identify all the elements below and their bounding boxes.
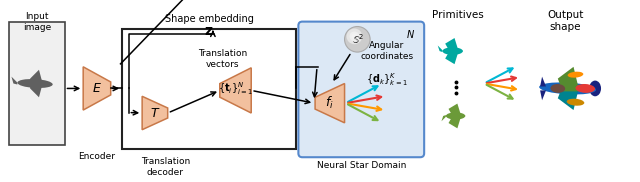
Text: Neural Star Domain: Neural Star Domain <box>317 161 406 170</box>
Polygon shape <box>438 46 442 52</box>
Text: $E$: $E$ <box>92 82 102 95</box>
Ellipse shape <box>550 84 565 93</box>
Circle shape <box>351 33 357 39</box>
Polygon shape <box>220 68 252 113</box>
Polygon shape <box>315 84 344 123</box>
Ellipse shape <box>575 84 595 93</box>
Polygon shape <box>449 117 461 128</box>
Text: $N$: $N$ <box>406 27 415 39</box>
Ellipse shape <box>566 99 584 106</box>
Polygon shape <box>445 38 458 50</box>
Text: $T$: $T$ <box>150 106 160 120</box>
Text: Primitives: Primitives <box>432 10 483 20</box>
Ellipse shape <box>442 47 463 55</box>
Text: Translation
vectors: Translation vectors <box>198 49 248 69</box>
Circle shape <box>346 29 362 44</box>
Text: Angular
coordinates: Angular coordinates <box>360 41 413 61</box>
Text: Shape embedding: Shape embedding <box>164 14 253 24</box>
Ellipse shape <box>539 82 596 94</box>
Polygon shape <box>445 52 458 64</box>
Text: Input
image: Input image <box>23 12 51 32</box>
Polygon shape <box>558 67 579 91</box>
Polygon shape <box>142 96 168 130</box>
Text: $\{\mathbf{d}_k\}_{k=1}^K$: $\{\mathbf{d}_k\}_{k=1}^K$ <box>366 71 408 88</box>
Bar <box>122 29 296 149</box>
Text: Translation
decoder: Translation decoder <box>141 157 190 177</box>
Polygon shape <box>12 77 17 84</box>
Polygon shape <box>83 67 111 110</box>
Ellipse shape <box>17 79 52 88</box>
Text: Output
shape: Output shape <box>547 10 584 32</box>
Ellipse shape <box>446 112 465 120</box>
Text: Encoder: Encoder <box>79 152 115 161</box>
Polygon shape <box>540 90 546 100</box>
Polygon shape <box>30 83 43 97</box>
FancyBboxPatch shape <box>298 22 424 157</box>
Polygon shape <box>449 104 461 115</box>
Text: $\mathbb{S}^2$: $\mathbb{S}^2$ <box>353 32 364 46</box>
Bar <box>10 22 65 145</box>
Circle shape <box>349 31 359 41</box>
Ellipse shape <box>568 72 583 78</box>
Polygon shape <box>30 70 43 84</box>
Text: $f_i$: $f_i$ <box>325 95 334 111</box>
Polygon shape <box>442 115 446 121</box>
Ellipse shape <box>589 81 601 96</box>
Polygon shape <box>558 86 579 110</box>
Text: $\{\mathbf{t}_i\}_{i=1}^N$: $\{\mathbf{t}_i\}_{i=1}^N$ <box>218 80 253 97</box>
Polygon shape <box>540 77 546 86</box>
Circle shape <box>344 27 370 52</box>
Text: $\mathbf{z}$: $\mathbf{z}$ <box>204 24 214 38</box>
